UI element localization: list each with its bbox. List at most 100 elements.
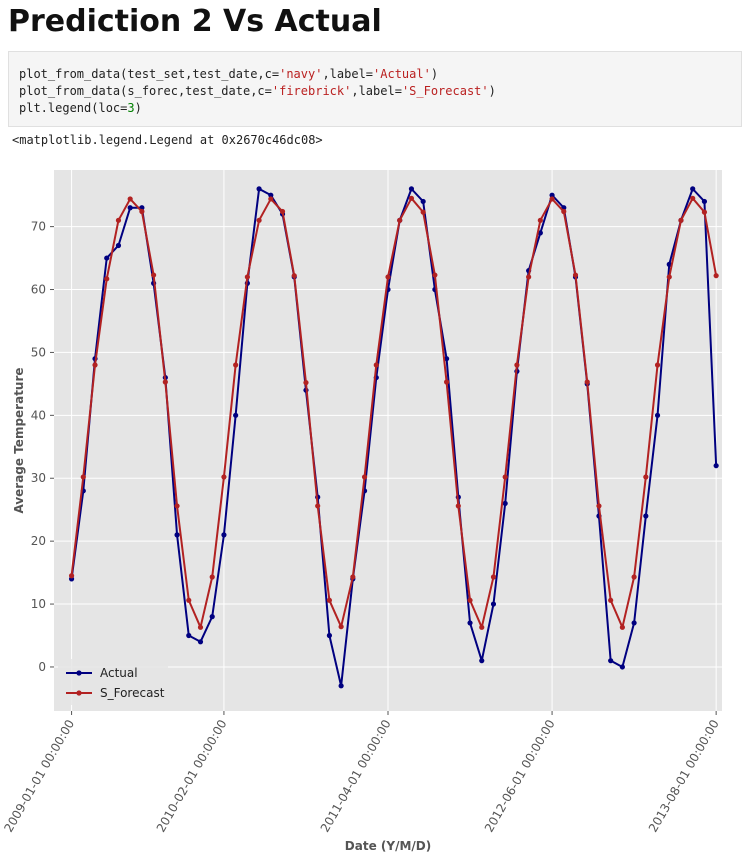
data-point bbox=[385, 274, 391, 280]
data-point bbox=[420, 198, 426, 205]
data-point bbox=[92, 362, 98, 368]
data-point bbox=[68, 573, 75, 579]
data-point bbox=[631, 574, 637, 580]
legend: Actual S_Forecast bbox=[58, 659, 168, 705]
y-tick-label: 60 bbox=[31, 283, 46, 297]
y-axis-label: Average Temperature bbox=[12, 367, 26, 513]
line-chart: 0 10 20 30 40 50 60 70 2009-01-01 00:00:00 2010-… bbox=[1, 170, 722, 853]
y-tick-label: 20 bbox=[31, 534, 46, 548]
data-point bbox=[303, 380, 309, 386]
data-point bbox=[502, 500, 508, 507]
data-point bbox=[256, 217, 262, 223]
data-point bbox=[631, 620, 637, 626]
y-tick-label: 40 bbox=[31, 408, 46, 422]
grid-lines bbox=[54, 170, 722, 711]
y-tick-label: 50 bbox=[31, 345, 46, 359]
data-point bbox=[268, 192, 274, 198]
data-point bbox=[608, 597, 614, 603]
data-point bbox=[350, 574, 356, 580]
data-point bbox=[186, 632, 192, 639]
data-point bbox=[279, 208, 286, 215]
page-title: Prediction 2 Vs Actual bbox=[8, 4, 382, 39]
legend-marker bbox=[76, 670, 82, 676]
data-point bbox=[643, 474, 649, 480]
data-point bbox=[162, 379, 168, 385]
cell-output-text: <matplotlib.legend.Legend at 0x2670c46dc… bbox=[12, 133, 323, 147]
data-point bbox=[80, 474, 86, 480]
data-point bbox=[408, 186, 415, 192]
data-point bbox=[291, 273, 297, 279]
data-point bbox=[420, 209, 426, 215]
code-line: plot_from_data(s_forec,test_date,c='fire… bbox=[19, 84, 496, 98]
data-point bbox=[619, 664, 625, 670]
data-point bbox=[127, 205, 133, 211]
code-line: plot_from_data(test_set,test_date,c='nav… bbox=[19, 67, 439, 81]
data-point bbox=[654, 412, 661, 418]
data-point bbox=[479, 658, 485, 664]
data-point bbox=[654, 362, 661, 368]
data-point bbox=[221, 532, 227, 538]
data-point bbox=[502, 474, 508, 480]
data-point bbox=[678, 217, 684, 223]
data-point bbox=[643, 513, 649, 519]
x-tick-label: 2009-01-01 00:00:00 bbox=[1, 717, 77, 834]
data-point bbox=[174, 532, 180, 538]
series-line bbox=[70, 197, 718, 629]
legend-marker bbox=[76, 690, 82, 696]
data-point bbox=[701, 209, 708, 215]
data-point bbox=[537, 230, 543, 236]
data-point bbox=[197, 639, 204, 645]
code-cell[interactable]: plot_from_data(test_set,test_date,c='nav… bbox=[8, 51, 742, 127]
data-point bbox=[608, 658, 614, 664]
series-s-forecast bbox=[68, 195, 719, 630]
data-point bbox=[151, 272, 157, 278]
series-layer bbox=[68, 186, 719, 689]
x-axis-label: Date (Y/M/D) bbox=[345, 839, 431, 853]
data-point bbox=[549, 192, 555, 198]
data-point bbox=[479, 624, 485, 630]
data-point bbox=[268, 196, 274, 202]
y-tick-label: 70 bbox=[31, 220, 46, 234]
data-point bbox=[537, 217, 543, 223]
data-point bbox=[174, 503, 180, 509]
code-line: plt.legend(loc=3) bbox=[19, 101, 142, 115]
data-point bbox=[619, 624, 625, 630]
data-point bbox=[338, 683, 344, 689]
data-point bbox=[572, 272, 579, 278]
data-point bbox=[490, 601, 497, 607]
data-point bbox=[561, 208, 567, 215]
y-axis-ticks: 0 10 20 30 40 50 60 70 bbox=[31, 220, 54, 674]
data-point bbox=[549, 196, 555, 202]
data-point bbox=[666, 261, 672, 267]
data-point bbox=[526, 274, 532, 280]
data-point bbox=[104, 276, 110, 282]
data-point bbox=[233, 412, 239, 418]
data-point bbox=[104, 255, 110, 261]
legend-items: Actual S_Forecast bbox=[66, 666, 165, 700]
data-point bbox=[326, 632, 333, 639]
data-point bbox=[326, 597, 333, 603]
y-tick-label: 10 bbox=[31, 597, 46, 611]
data-point bbox=[490, 574, 497, 580]
x-tick-label: 2013-08-01 00:00:00 bbox=[646, 717, 722, 834]
data-point bbox=[338, 624, 344, 630]
data-point bbox=[361, 474, 368, 480]
data-point bbox=[514, 362, 520, 368]
data-point bbox=[690, 195, 696, 201]
data-point bbox=[139, 208, 145, 215]
data-point bbox=[115, 242, 122, 249]
data-point bbox=[432, 272, 438, 278]
legend-label: Actual bbox=[100, 666, 138, 680]
data-point bbox=[443, 379, 450, 385]
data-point bbox=[197, 624, 204, 630]
data-point bbox=[397, 217, 403, 223]
data-point bbox=[467, 620, 473, 626]
x-tick-label: 2011-04-01 00:00:00 bbox=[318, 717, 394, 834]
data-point bbox=[209, 574, 215, 580]
data-point bbox=[115, 217, 122, 223]
data-point bbox=[666, 274, 672, 280]
data-point bbox=[467, 597, 473, 603]
data-point bbox=[701, 198, 708, 205]
data-point bbox=[221, 474, 227, 480]
data-point bbox=[209, 614, 215, 620]
